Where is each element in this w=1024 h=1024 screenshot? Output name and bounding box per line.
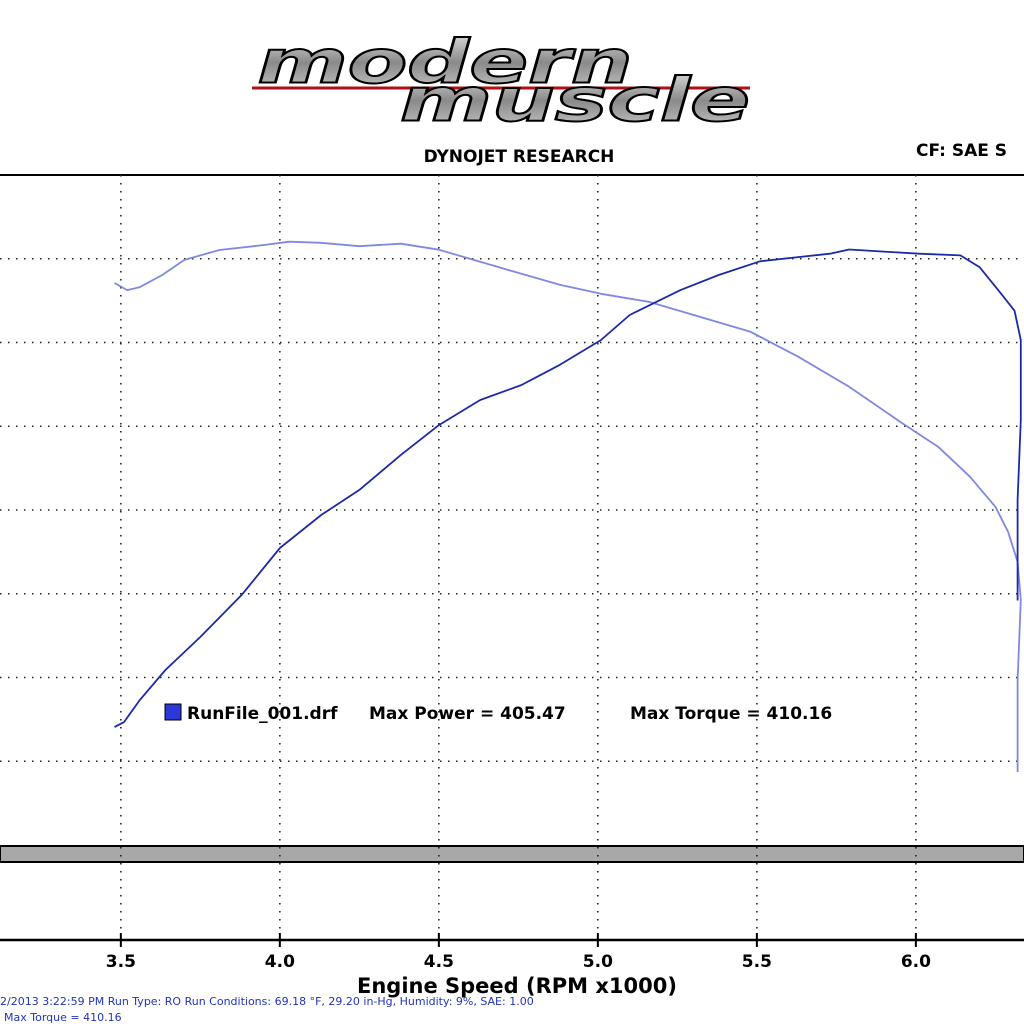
x-tick-label: 6.0 bbox=[901, 952, 931, 972]
x-tick-label: 5.0 bbox=[583, 952, 613, 972]
x-axis-title: Engine Speed (RPM x1000) bbox=[357, 974, 677, 998]
x-tick-label: 5.5 bbox=[742, 952, 772, 972]
legend-file: RunFile_001.drf bbox=[187, 704, 338, 724]
chart-title: DYNOJET RESEARCH bbox=[424, 147, 615, 167]
x-tick-label: 3.5 bbox=[106, 952, 136, 972]
legend-torque: Max Torque = 410.16 bbox=[630, 704, 832, 724]
curve bbox=[114, 240, 1022, 772]
logo-line-1: modern bbox=[258, 28, 633, 98]
panel-divider bbox=[0, 845, 1024, 863]
correction-factor: CF: SAE S bbox=[916, 141, 1007, 161]
legend-swatch bbox=[164, 703, 182, 721]
curve bbox=[114, 248, 1022, 728]
legend-power: Max Power = 405.47 bbox=[369, 704, 566, 724]
x-tick-label: 4.0 bbox=[265, 952, 295, 972]
x-tick-label: 4.5 bbox=[424, 952, 454, 972]
footer-line: Max Torque = 410.16 bbox=[4, 1011, 122, 1024]
logo-line-2: muscle bbox=[400, 66, 750, 136]
footer-line: 2/2013 3:22:59 PM Run Type: RO Run Condi… bbox=[0, 995, 534, 1008]
